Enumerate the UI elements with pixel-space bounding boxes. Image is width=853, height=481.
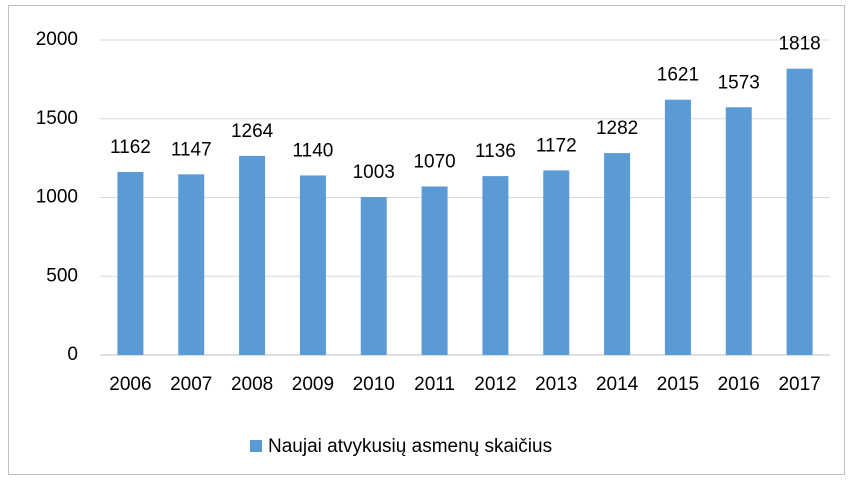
x-tick-label: 2011: [414, 374, 455, 395]
x-tick-label: 2017: [778, 374, 820, 395]
data-label: 1140: [292, 140, 333, 161]
bar: [178, 174, 205, 355]
bar: [299, 175, 326, 355]
data-label: 1818: [778, 34, 820, 55]
x-tick-label: 2010: [353, 374, 395, 395]
data-label: 1621: [657, 65, 699, 86]
data-label: 1573: [718, 72, 760, 93]
data-label: 1070: [413, 151, 455, 172]
data-label: 1264: [231, 121, 274, 142]
y-tick-label: 0: [67, 344, 78, 365]
x-tick-label: 2016: [718, 374, 760, 395]
bar: [725, 107, 752, 355]
y-tick-label: 1000: [36, 187, 78, 208]
bar: [543, 170, 570, 355]
x-tick-label: 2006: [109, 374, 151, 395]
data-label: 1003: [353, 162, 395, 183]
data-label: 1162: [110, 137, 151, 158]
bar: [786, 68, 813, 355]
bar: [239, 155, 266, 355]
legend-label: Naujai atvykusių asmenų skaičius: [268, 436, 552, 457]
bar: [421, 186, 448, 355]
y-tick-label: 1500: [36, 108, 78, 129]
bar: [604, 153, 631, 355]
x-tick-label: 2013: [535, 374, 577, 395]
legend-swatch: [250, 440, 262, 452]
y-tick-label: 2000: [36, 29, 78, 50]
x-tick-label: 2008: [231, 374, 273, 395]
data-label: 1282: [596, 118, 638, 139]
x-tick-label: 2009: [292, 374, 334, 395]
bar: [117, 171, 144, 355]
x-tick-label: 2015: [657, 374, 699, 395]
y-tick-label: 500: [46, 265, 78, 286]
x-tick-label: 2012: [474, 374, 516, 395]
x-tick-label: 2014: [596, 374, 639, 395]
data-label: 1147: [171, 139, 212, 160]
bar: [664, 99, 691, 355]
x-tick-label: 2007: [170, 374, 212, 395]
data-label: 1136: [475, 141, 516, 162]
data-label: 1172: [536, 135, 577, 156]
bar: [360, 197, 387, 355]
bar: [482, 176, 509, 355]
